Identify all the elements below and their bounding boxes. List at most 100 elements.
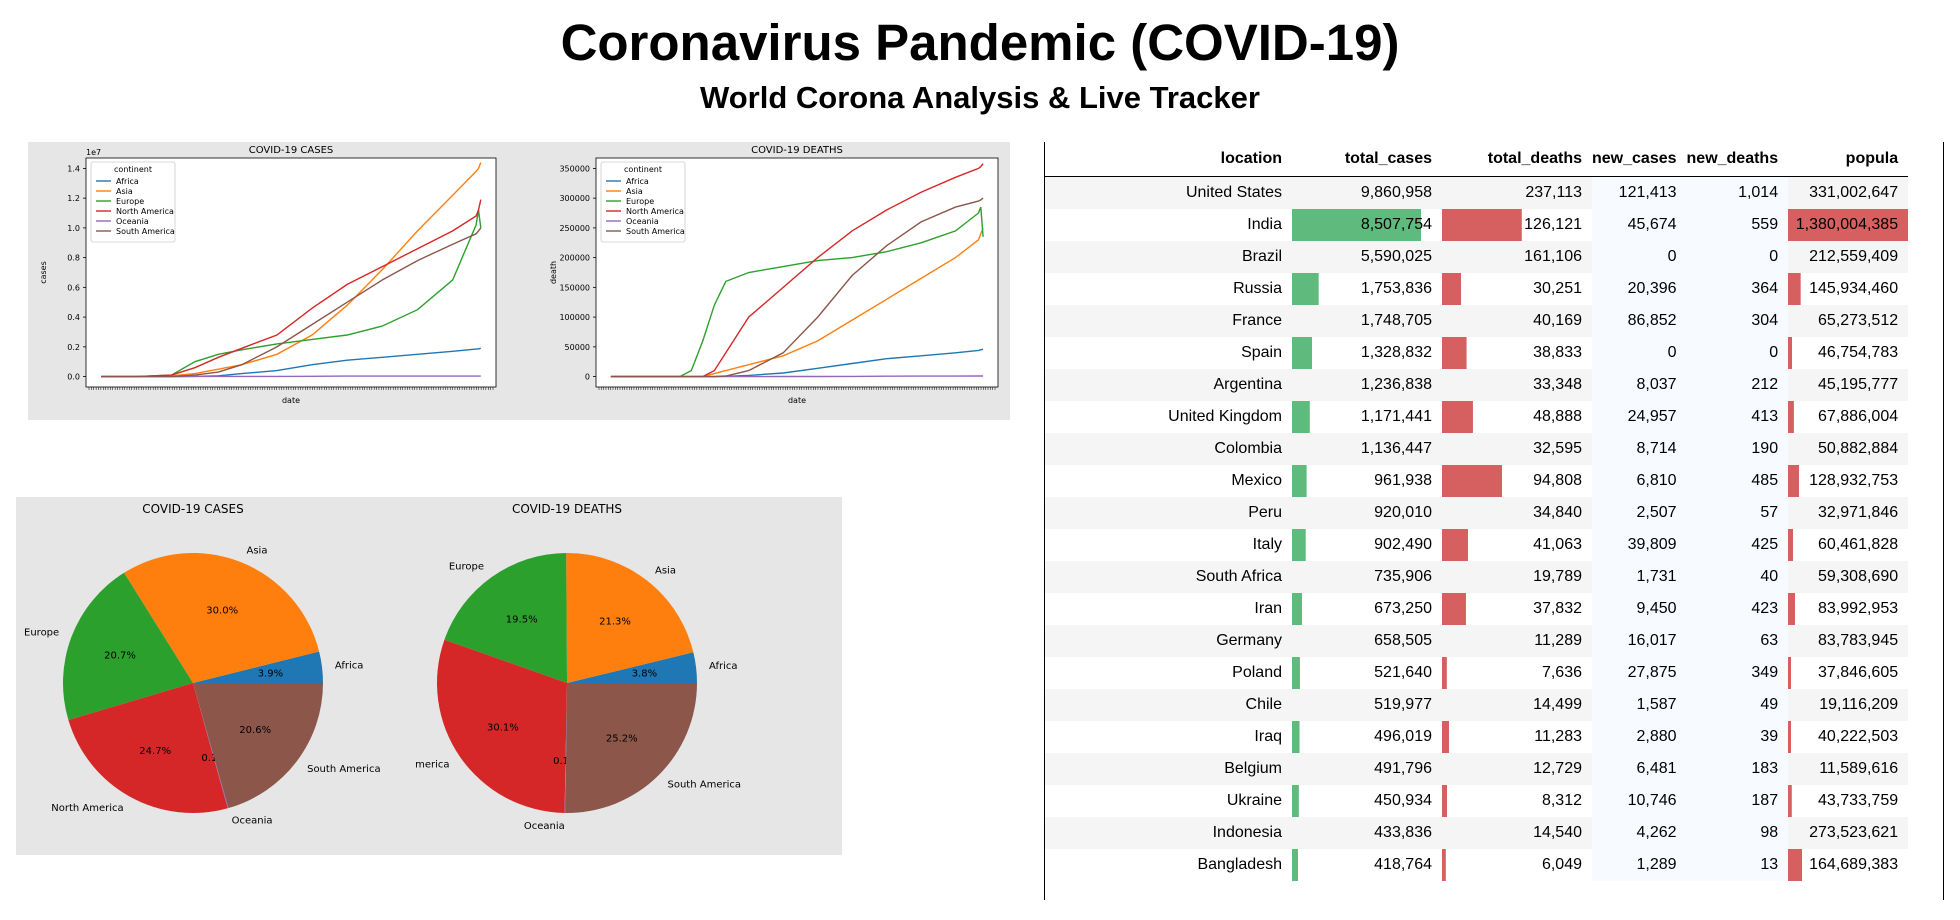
cell-total-cases: 658,505 bbox=[1292, 625, 1442, 657]
cell-population: 164,689,383 bbox=[1788, 849, 1909, 881]
cell-total-cases: 735,906 bbox=[1292, 561, 1442, 593]
legend-label-europe: Europe bbox=[116, 197, 144, 206]
pie-charts-panel: COVID-19 CASES Africa 3.9% Asia 30.0% Europe 2… bbox=[16, 497, 842, 855]
pie-label-oceania: Oceania bbox=[524, 821, 565, 832]
cell-total-deaths: 37,832 bbox=[1442, 593, 1592, 625]
cell-total-cases: 491,796 bbox=[1292, 753, 1442, 785]
cell-new-deaths: 98 bbox=[1686, 817, 1789, 849]
cell-population: 83,783,945 bbox=[1788, 625, 1909, 657]
series-line-north-america bbox=[101, 199, 482, 378]
cell-total-deaths: 11,289 bbox=[1442, 625, 1592, 657]
table-row: United States 9,860,958 237,113 121,413 1,01… bbox=[1045, 176, 1909, 209]
pie-label-asia: Asia bbox=[655, 565, 676, 576]
covid-table: location total_cases total_deaths new_ca… bbox=[1045, 142, 1909, 881]
table-row: Bangladesh 418,764 6,049 1,289 13 164,689,383 bbox=[1045, 849, 1909, 881]
cell-population: 19,116,209 bbox=[1788, 689, 1909, 721]
col-header-new-cases: new_cases bbox=[1592, 142, 1687, 177]
cell-population: 331,002,647 bbox=[1788, 176, 1909, 209]
pie-pct-europe: 20.7% bbox=[104, 650, 136, 661]
covid-table-container: location total_cases total_deaths new_ca… bbox=[1044, 142, 1944, 900]
cell-total-deaths: 38,833 bbox=[1442, 337, 1592, 369]
y-axis-label: death bbox=[549, 261, 558, 284]
cell-location: Argentina bbox=[1045, 369, 1292, 401]
y-tick-label: 50000 bbox=[565, 343, 590, 352]
table-row: Belgium 491,796 12,729 6,481 183 11,589,616 bbox=[1045, 753, 1909, 785]
cell-total-cases: 521,640 bbox=[1292, 657, 1442, 689]
cell-new-deaths: 349 bbox=[1686, 657, 1789, 689]
legend-label-north-america: North America bbox=[626, 207, 684, 216]
cell-total-deaths: 161,106 bbox=[1442, 241, 1592, 273]
y-tick-label: 1.0 bbox=[67, 224, 80, 233]
cell-location: United Kingdom bbox=[1168, 408, 1282, 425]
cell-location: Belgium bbox=[1045, 753, 1292, 785]
col-header-total-cases: total_cases bbox=[1292, 142, 1442, 177]
pie-pct-asia: 21.3% bbox=[599, 617, 631, 628]
cell-location: South Africa bbox=[1045, 561, 1292, 593]
cell-total-deaths: 30,251 bbox=[1442, 273, 1592, 305]
cell-total-cases: 902,490 bbox=[1292, 529, 1442, 561]
cell-population: 145,934,460 bbox=[1788, 273, 1909, 305]
page-title: Coronavirus Pandemic (COVID-19) bbox=[560, 14, 1400, 71]
cell-location: United States bbox=[1045, 176, 1292, 209]
cell-total-deaths: 33,348 bbox=[1442, 369, 1592, 401]
legend-label-south-america: South America bbox=[626, 227, 685, 236]
cell-location: Spain bbox=[1241, 344, 1282, 361]
legend-label-asia: Asia bbox=[626, 187, 643, 196]
series-line-europe bbox=[610, 206, 984, 378]
pie-label-africa: Africa bbox=[335, 661, 364, 672]
legend-label-oceania: Oceania bbox=[116, 217, 149, 226]
cell-new-cases: 16,017 bbox=[1592, 625, 1687, 657]
cell-new-deaths: 0 bbox=[1686, 337, 1789, 369]
cell-new-cases: 20,396 bbox=[1592, 273, 1687, 305]
cell-total-cases: 1,171,441 bbox=[1292, 401, 1442, 433]
y-tick-label: 1.2 bbox=[67, 194, 80, 203]
legend-box bbox=[600, 161, 686, 243]
cell-population: 273,523,621 bbox=[1788, 817, 1909, 849]
cell-location: France bbox=[1045, 305, 1292, 337]
cell-total-cases: 961,938 bbox=[1292, 465, 1442, 497]
pie-chart-deaths: COVID-19 DEATHS Africa 3.8% Asia 21.3% Europe… bbox=[416, 502, 741, 832]
cell-new-deaths: 57 bbox=[1686, 497, 1789, 529]
pie-label-oceania: Oceania bbox=[232, 816, 273, 827]
cell-location: India bbox=[1247, 216, 1282, 233]
cell-new-deaths: 485 bbox=[1686, 465, 1789, 497]
cell-total-deaths: 32,595 bbox=[1442, 433, 1592, 465]
cell-new-deaths: 304 bbox=[1686, 305, 1789, 337]
table-row: Peru 920,010 34,840 2,507 57 32,971,846 bbox=[1045, 497, 1909, 529]
table-row: United Kingdom 1,171,441 48,888 24,957 413 67… bbox=[1045, 401, 1909, 433]
legend-title: continent bbox=[114, 165, 152, 174]
cell-new-cases: 39,809 bbox=[1592, 529, 1687, 561]
pie-label-asia: Asia bbox=[247, 545, 268, 556]
cell-total-deaths: 14,499 bbox=[1442, 689, 1592, 721]
cell-total-cases: 673,250 bbox=[1292, 593, 1442, 625]
y-tick-label: 0 bbox=[585, 373, 590, 382]
cell-total-cases: 418,764 bbox=[1292, 849, 1442, 881]
cell-new-deaths: 190 bbox=[1686, 433, 1789, 465]
cell-new-deaths: 0 bbox=[1686, 241, 1789, 273]
cell-new-cases: 2,880 bbox=[1592, 721, 1687, 753]
pie-label-africa: Africa bbox=[709, 661, 738, 672]
legend-label-africa: Africa bbox=[116, 177, 139, 186]
legend-box bbox=[90, 161, 176, 243]
series-line-south-america bbox=[101, 227, 482, 378]
pie-label-europe: Europe bbox=[449, 562, 484, 573]
table-row: Iraq 496,019 11,283 2,880 39 40,222,503 bbox=[1045, 721, 1909, 753]
cell-new-cases: 6,481 bbox=[1592, 753, 1687, 785]
legend-label-oceania: Oceania bbox=[626, 217, 659, 226]
cell-location: Chile bbox=[1045, 689, 1292, 721]
y-tick-label: 150000 bbox=[559, 283, 590, 292]
cell-new-deaths: 212 bbox=[1686, 369, 1789, 401]
cell-population: 32,971,846 bbox=[1788, 497, 1909, 529]
cell-new-cases: 1,289 bbox=[1592, 849, 1687, 881]
col-header-population: popula bbox=[1788, 142, 1909, 177]
cell-new-cases: 1,731 bbox=[1592, 561, 1687, 593]
cell-population: 83,992,953 bbox=[1788, 593, 1909, 625]
y-tick-label: 100000 bbox=[559, 313, 590, 322]
page-subtitle: World Corona Analysis & Live Tracker bbox=[700, 80, 1260, 115]
cell-total-cases: 496,019 bbox=[1292, 721, 1442, 753]
y-tick-label: 0.8 bbox=[67, 254, 80, 263]
cell-population: 43,733,759 bbox=[1788, 785, 1909, 817]
cell-total-cases: 1,136,447 bbox=[1292, 433, 1442, 465]
cell-population: 212,559,409 bbox=[1788, 241, 1909, 273]
cell-new-cases: 8,037 bbox=[1592, 369, 1687, 401]
